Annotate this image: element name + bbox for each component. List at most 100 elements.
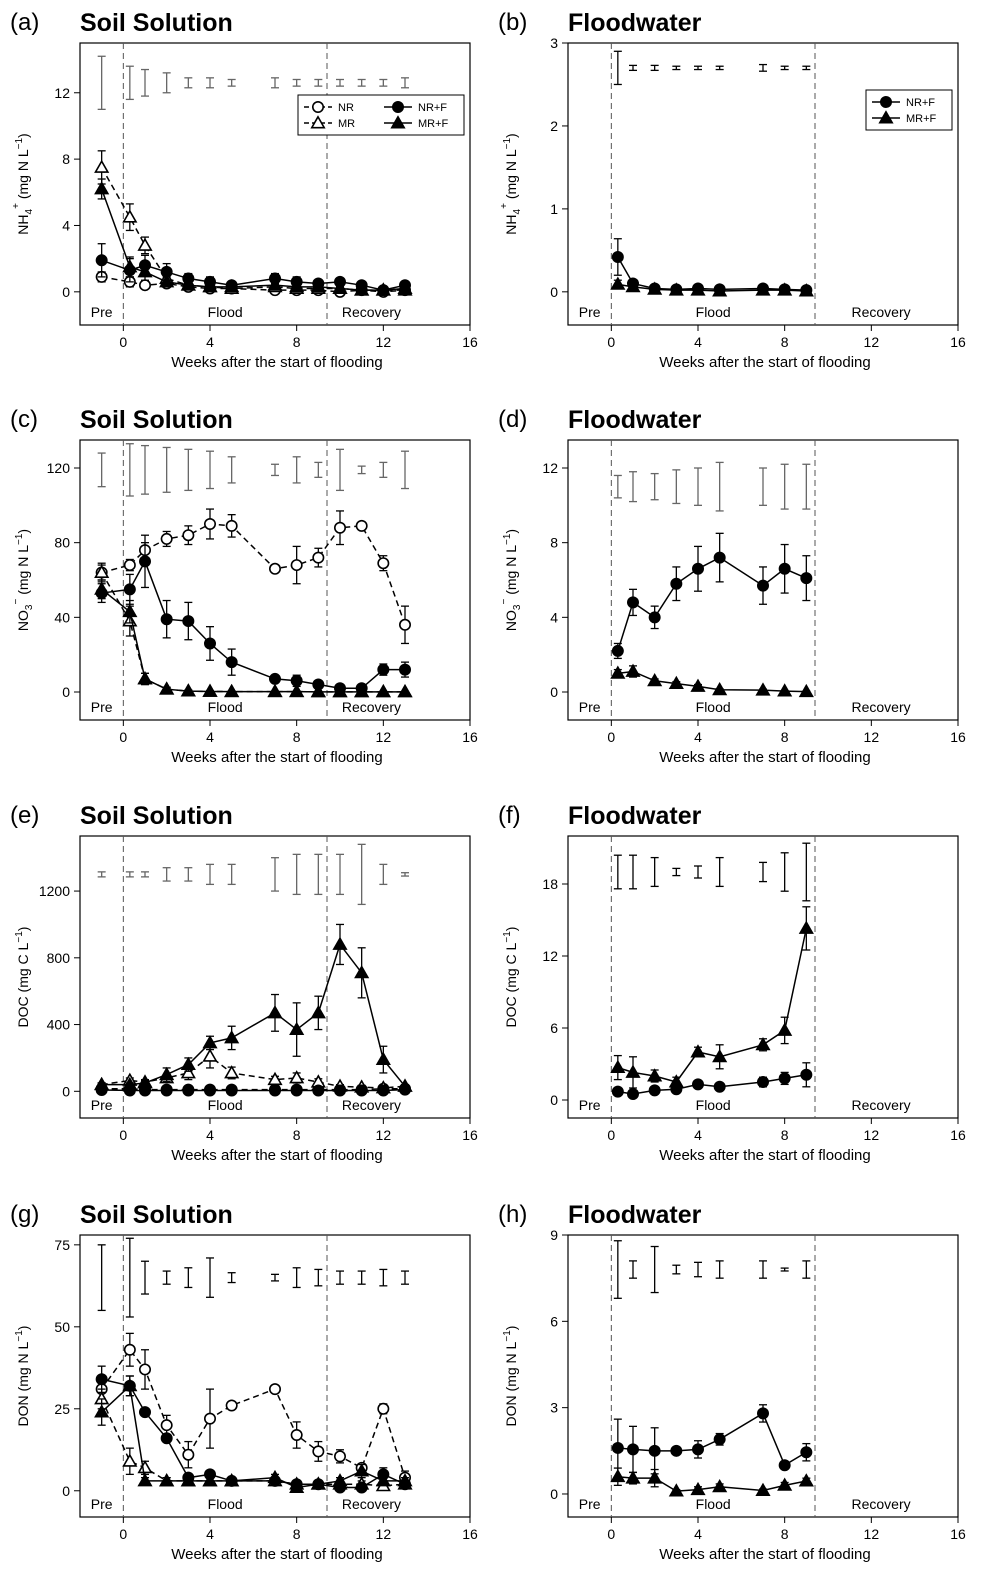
data-point-mr-plus-f — [137, 1075, 153, 1089]
data-point-nr-plus-f — [626, 1088, 639, 1101]
data-point-nr — [377, 1402, 390, 1415]
data-point-mr-plus-f — [647, 1068, 663, 1082]
data-point-nr-plus-f — [123, 583, 136, 596]
phase-label-flood: Flood — [696, 699, 731, 715]
y-tick-label: 0 — [550, 684, 558, 700]
series-line-nr-plus-f — [617, 256, 807, 291]
data-point-mr-plus-f — [777, 1477, 793, 1491]
panel-title: Floodwater — [568, 802, 702, 830]
data-point-mr-plus-f — [202, 1473, 218, 1487]
data-point-nr — [139, 279, 152, 292]
series-mr-plus-f — [94, 579, 413, 698]
data-point-nr-plus-f — [611, 1085, 624, 1098]
y-tick-label: 0 — [62, 684, 70, 700]
data-point-mr-plus-f — [354, 965, 370, 979]
data-point-nr-plus-f — [225, 656, 238, 669]
x-tick-label: 4 — [206, 1526, 214, 1542]
x-tick-label: 8 — [293, 334, 301, 350]
data-point-nr — [290, 1429, 303, 1442]
x-tick-label: 16 — [950, 729, 966, 745]
panel-title: Floodwater — [568, 9, 702, 37]
data-point-mr-plus-f — [310, 1476, 326, 1490]
plot-frame — [79, 439, 471, 721]
data-point-nr-plus-f — [756, 579, 769, 592]
data-point-nr — [225, 519, 238, 532]
y-tick-label: 1 — [550, 201, 558, 217]
filled-circle-icon — [879, 96, 892, 109]
x-tick-label: 0 — [607, 1127, 615, 1143]
x-tick-label: 8 — [781, 1127, 789, 1143]
data-point-mr-plus-f — [798, 1473, 814, 1487]
data-point-mr-plus-f — [610, 276, 626, 290]
phase-label-pre: Pre — [91, 699, 113, 715]
panel-h: (h) Floodwater 0 4 8 12 16 0 3 6 9 Weeks after the … — [498, 1201, 966, 1563]
data-point-mr-plus-f — [137, 671, 153, 685]
data-point-mr — [224, 1065, 240, 1079]
y-axis-label-sup: + — [499, 203, 510, 209]
data-point-mr-plus-f — [777, 282, 793, 296]
data-point-mr-plus-f — [668, 1483, 684, 1497]
y-axis-label-close: ) — [15, 1326, 31, 1331]
series-line-nr-plus-f — [101, 559, 405, 690]
data-point-nr — [139, 1363, 152, 1376]
data-point-mr-plus-f — [610, 1059, 626, 1074]
y-axis-label-close: ) — [503, 1326, 519, 1331]
data-point-nr-plus-f — [756, 1407, 769, 1420]
data-point-mr-plus-f — [625, 1064, 641, 1078]
data-point-mr-plus-f — [798, 283, 814, 297]
y-axis-label-close: ) — [503, 927, 519, 932]
data-point-mr-plus-f — [289, 683, 305, 698]
y-axis-label: DOC (mg C L−1) — [502, 927, 519, 1028]
data-point-mr-plus-f — [224, 683, 240, 698]
data-point-nr — [204, 1412, 217, 1425]
y-tick-label: 18 — [542, 876, 558, 892]
panel-title: Soil Solution — [80, 406, 233, 434]
y-axis-label-unit: (mg N L — [15, 1341, 31, 1395]
data-point-nr — [312, 1445, 325, 1458]
plot-frame — [79, 42, 471, 326]
data-point-mr-plus-f — [397, 684, 413, 698]
data-point-nr-plus-f — [713, 1080, 726, 1093]
legend-label: NR — [338, 102, 354, 114]
data-point-mr-plus-f — [610, 665, 626, 679]
data-point-mr-plus-f — [647, 1470, 663, 1484]
x-tick-label: 16 — [462, 729, 478, 745]
x-tick-label: 16 — [950, 1127, 966, 1143]
y-tick-label: 25 — [54, 1401, 70, 1417]
data-point-mr-plus-f — [94, 581, 110, 595]
y-axis-label: DON (mg N L−1) — [502, 1326, 519, 1427]
y-axis-label-unit-sup: −1 — [502, 931, 513, 943]
data-point-mr-plus-f — [375, 1051, 391, 1066]
data-point-mr-plus-f — [690, 282, 706, 296]
data-point-mr-plus-f — [122, 259, 138, 273]
series-line-mr-plus-f — [101, 942, 406, 1087]
y-tick-label: 120 — [47, 460, 71, 476]
panel-letter: (e) — [10, 802, 39, 829]
series-line-mr-plus-f — [617, 1475, 807, 1492]
data-point-mr-plus-f — [94, 1076, 110, 1091]
x-tick-label: 4 — [694, 729, 702, 745]
data-point-nr-plus-f — [204, 1084, 217, 1097]
y-tick-label: 0 — [62, 1083, 70, 1099]
phase-label-flood: Flood — [696, 1496, 731, 1512]
phase-label-flood: Flood — [208, 304, 243, 320]
x-tick-label: 16 — [950, 334, 966, 350]
data-point-mr-plus-f — [159, 681, 175, 695]
x-tick-label: 16 — [950, 1526, 966, 1542]
data-point-mr-plus-f — [310, 1005, 326, 1019]
series-nr-plus-f — [611, 238, 813, 297]
panel-letter: (f) — [498, 802, 521, 829]
y-axis-label-unit: (mg C L — [15, 942, 31, 996]
y-tick-label: 9 — [550, 1227, 558, 1243]
x-tick-label: 16 — [462, 1127, 478, 1143]
data-point-nr-plus-f — [670, 1444, 683, 1457]
data-point-nr-plus-f — [95, 1373, 108, 1386]
y-axis-label-main: DOC — [503, 996, 519, 1027]
data-point-mr-plus-f — [289, 1021, 305, 1036]
x-axis-label: Weeks after the start of flooding — [659, 354, 871, 371]
data-point-mr-plus-f — [777, 683, 793, 697]
x-axis-label: Weeks after the start of flooding — [171, 1546, 383, 1563]
x-tick-label: 4 — [694, 334, 702, 350]
data-point-mr — [137, 237, 153, 251]
data-point-mr-plus-f — [267, 683, 283, 698]
